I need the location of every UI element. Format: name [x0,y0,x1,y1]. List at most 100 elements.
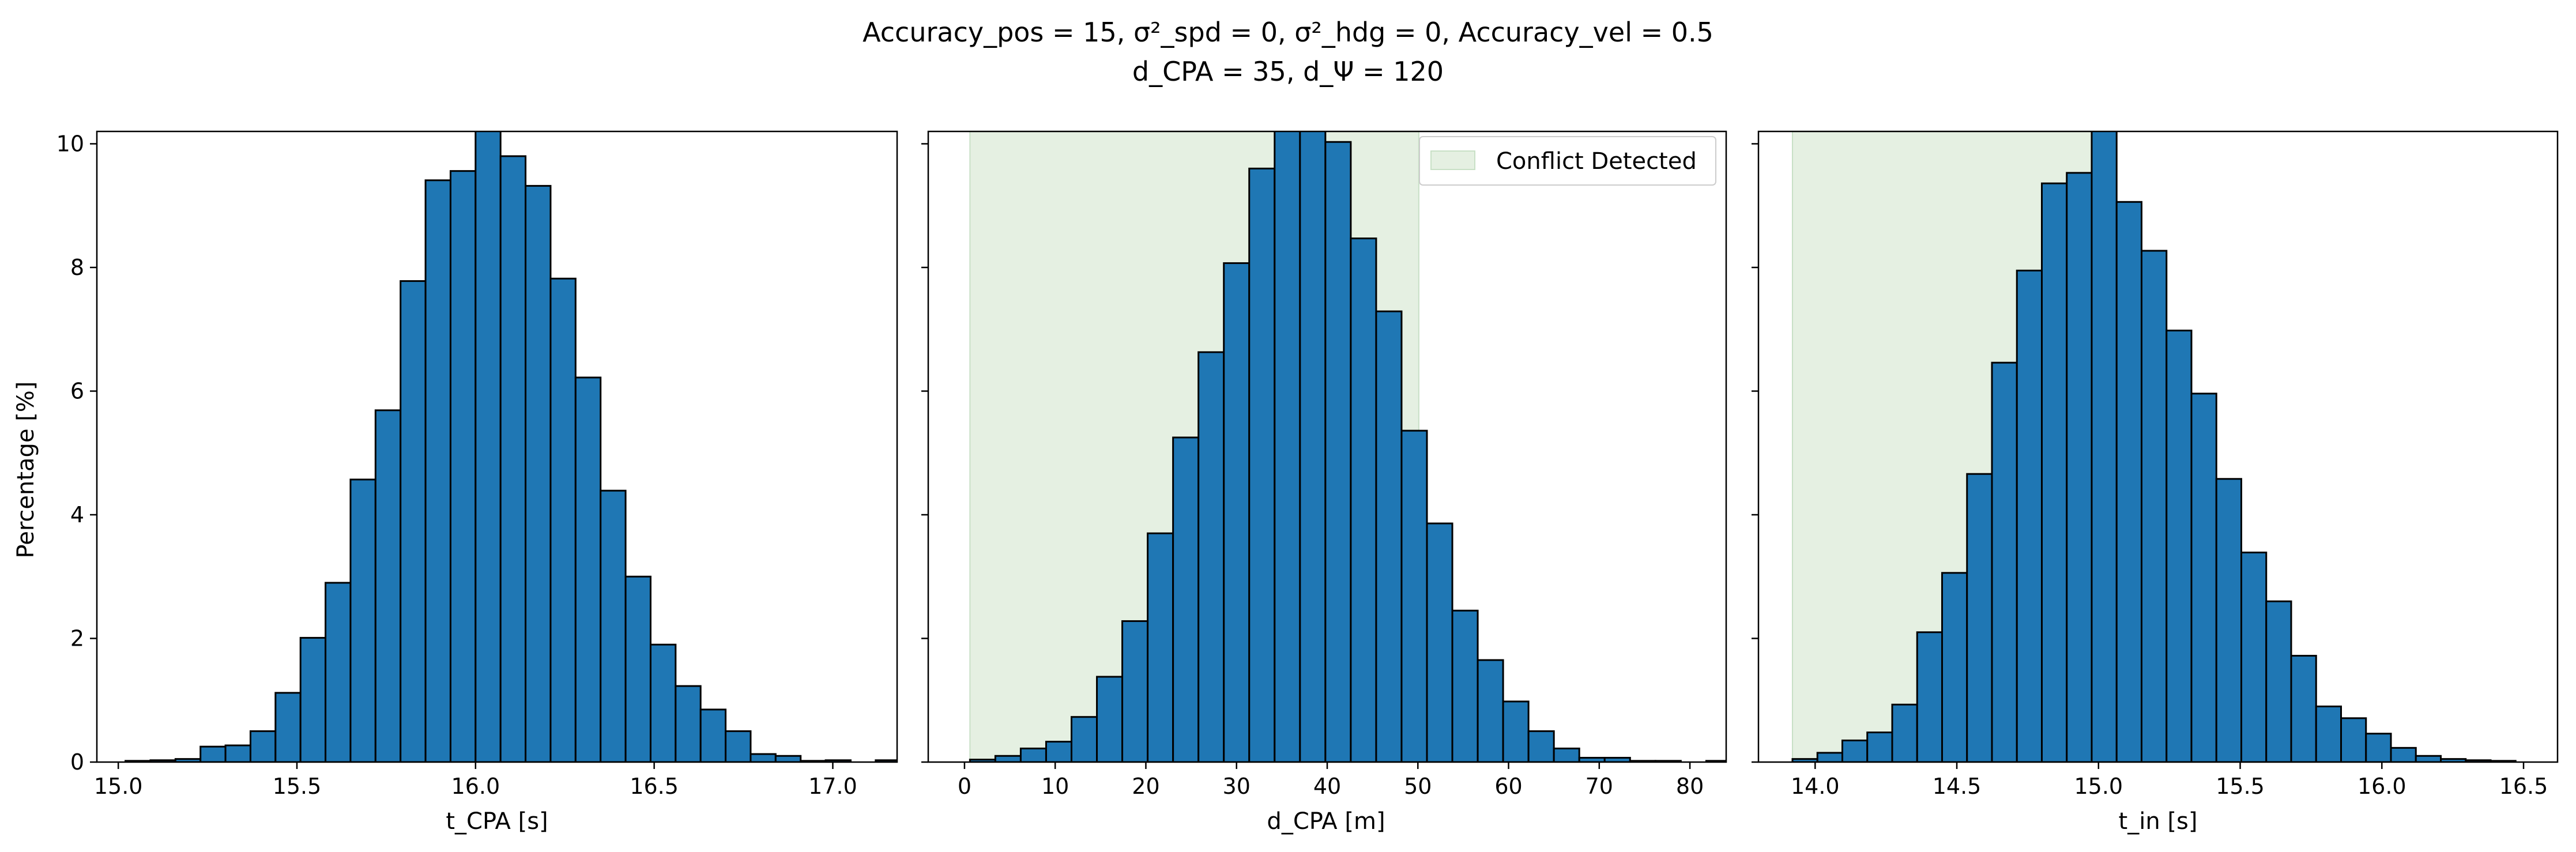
plot-area-t-in [1791,131,2517,762]
histogram-bar [1375,310,1403,762]
figure-title-line-1: Accuracy_pos = 15, σ²_spd = 0, σ²_hdg = … [863,17,1713,48]
histogram-bar [274,692,302,762]
histogram-bar [525,184,552,762]
histogram-bar [224,744,251,762]
histogram-bar [2290,655,2317,762]
x-axis-label-t-cpa: t_CPA [s] [446,808,548,835]
histogram-bar [374,409,402,762]
x-tick-label: 14.5 [1933,774,1982,799]
histogram-bar [1816,752,1843,762]
x-tick-label: 15.5 [2216,774,2265,799]
histogram-bar [1941,572,1968,762]
x-tick-label: 0 [958,774,971,799]
histogram-bar [2166,329,2193,762]
histogram-bar [1866,732,1893,762]
histogram-bar [349,478,376,762]
x-tick-label: 60 [1494,774,1522,799]
histogram-bar [1350,237,1377,762]
histogram-bar [1096,676,1124,762]
figure-title-line-2: d_CPA = 35, d_Ψ = 120 [1132,56,1444,87]
legend-swatch-conflict [1430,150,1475,170]
histogram-bar [624,575,651,762]
histogram-bar [1147,532,1174,762]
x-tick-label: 16.5 [630,774,679,799]
histogram-bar [1248,167,1276,762]
histogram-bar [699,708,727,762]
x-tick-label: 80 [1676,774,1704,799]
histogram-bar [2140,250,2168,762]
panel-t-in: 14.0 14.5 15.0 15.5 16.0 16.5 [1752,130,2559,799]
x-tick-label: 17.0 [808,774,857,799]
histogram-bar [1426,522,1453,762]
histogram-bar [449,170,477,762]
x-tick-label: 15.0 [2074,774,2123,799]
x-tick-label: 16.0 [451,774,500,799]
histogram-bar [2190,393,2217,762]
x-tick-label: 50 [1404,774,1432,799]
histogram-bar [1197,351,1225,762]
histogram-bar [299,636,327,762]
histogram-bar [1274,131,1301,762]
histogram-bar [1991,361,2018,762]
y-tick-label: 10 [57,131,84,156]
histogram-bar [994,755,1022,762]
panel-d-cpa: 0 10 20 30 40 50 60 70 80 [921,130,1727,799]
x-tick-label: 30 [1223,774,1251,799]
histogram-bar [424,179,451,762]
histogram-bar [400,280,427,762]
histogram-bar [1400,429,1428,762]
x-tick-label: 16.5 [2499,774,2548,799]
plot-area-d-cpa [969,131,1726,762]
histogram-bar [600,489,627,762]
histogram-bar [750,753,777,762]
histogram-bar [1121,620,1149,762]
histogram-bar [1527,730,1555,762]
histogram-bar [675,685,702,762]
y-tick-label: 6 [70,378,84,404]
histogram-bar [2115,201,2142,762]
histogram-bar [1502,700,1530,762]
histogram-bar [2016,269,2043,762]
histogram-bar [2390,747,2417,762]
histogram-bar [1299,131,1327,762]
legend: Conflict Detected [1419,136,1716,186]
y-tick-label: 2 [70,625,84,651]
histogram-bar [725,730,752,762]
histogram-bar [1172,436,1200,762]
axes-frame-t-in [1757,130,2559,763]
x-tick-label: 70 [1585,774,1613,799]
histogram-bar [774,755,802,762]
histogram-bar [1916,631,1943,762]
x-tick-label: 14.0 [1791,774,1840,799]
histogram-bar [649,643,677,762]
histogram-bar [1451,609,1479,762]
histogram-bar [2215,478,2242,762]
histogram-bar [1966,473,1993,762]
histogram-bar [1841,739,1869,762]
y-tick-label: 0 [70,749,84,775]
histogram-bar [199,745,227,762]
histogram-bar [1223,262,1251,762]
x-axis-label-d-cpa: d_CPA [m] [1267,808,1385,835]
x-axis-label-t-in: t_in [s] [2119,808,2198,835]
histogram-bar [1553,747,1580,762]
histogram-bar [2415,755,2442,762]
histogram-bar [2315,705,2342,762]
histogram-bar [1891,703,1918,762]
x-tick-label: 16.0 [2357,774,2406,799]
histogram-bar [1477,659,1504,762]
x-tick-label: 15.0 [94,774,143,799]
y-tick-label: 8 [70,255,84,280]
histogram-bar [249,730,277,762]
histogram-bar [1324,141,1352,762]
legend-label-conflict: Conflict Detected [1496,148,1697,175]
histogram-bar [2040,182,2068,762]
histogram-bar [2365,733,2392,762]
y-axis-label: Percentage [%] [13,382,39,559]
histogram-bar [549,277,577,762]
panel-t-cpa: 15.0 15.5 16.0 16.5 17.0 0 2 4 6 8 10 [57,130,898,799]
histogram-bar [2340,717,2367,762]
histogram-bar [474,131,502,762]
histogram-bar [499,155,527,762]
